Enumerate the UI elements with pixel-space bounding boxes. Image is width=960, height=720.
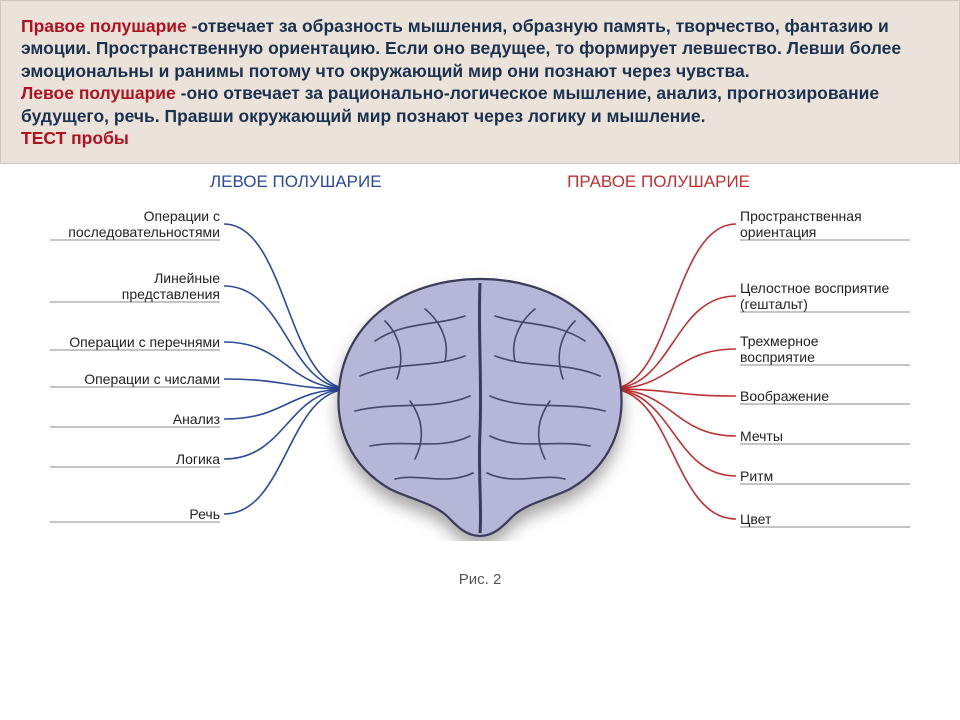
brain-diagram: ЛЕВОЕ ПОЛУШАРИЕ ПРАВОЕ ПОЛУШАРИЕ bbox=[0, 164, 960, 594]
left-function-label: Анализ bbox=[173, 411, 220, 427]
left-function-label: Линейныепредставления bbox=[122, 270, 220, 302]
right-function-label: Воображение bbox=[740, 388, 829, 404]
description-textbox: Правое полушарие -отвечает за образность… bbox=[0, 0, 960, 164]
right-function-label: Цвет bbox=[740, 511, 771, 527]
left-function-label: Речь bbox=[189, 506, 220, 522]
test-heading: ТЕСТ пробы bbox=[21, 128, 129, 148]
right-hemisphere-heading: Правое полушарие bbox=[21, 16, 187, 36]
right-function-label: Целостное восприятие(гештальт) bbox=[740, 280, 889, 312]
left-function-label: Логика bbox=[176, 451, 220, 467]
right-function-label: Мечты bbox=[740, 428, 783, 444]
left-hemisphere-heading: Левое полушарие bbox=[21, 83, 176, 103]
right-function-label: Ритм bbox=[740, 468, 773, 484]
paragraph-right: Правое полушарие -отвечает за образность… bbox=[21, 15, 939, 82]
brain-illustration bbox=[315, 261, 645, 541]
left-function-label: Операции споследовательностями bbox=[68, 208, 220, 240]
left-function-label: Операции с перечнями bbox=[69, 334, 220, 350]
figure-caption: Рис. 2 bbox=[459, 571, 502, 588]
right-function-label: Трехмерноевосприятие bbox=[740, 333, 819, 365]
left-function-label: Операции с числами bbox=[84, 371, 220, 387]
paragraph-left: Левое полушарие -оно отвечает за рациона… bbox=[21, 82, 939, 127]
right-function-label: Пространственнаяориентация bbox=[740, 208, 862, 240]
paragraph-test: ТЕСТ пробы bbox=[21, 127, 939, 149]
